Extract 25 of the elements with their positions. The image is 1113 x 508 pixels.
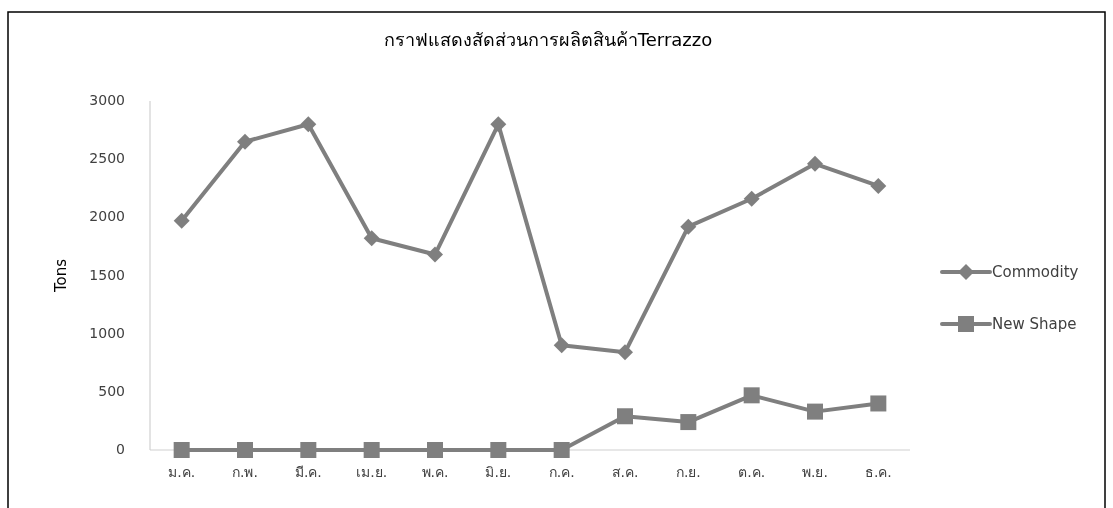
ytick: 2500 xyxy=(89,150,125,167)
xtick: เม.ย. xyxy=(356,464,388,480)
ylabel: Tons xyxy=(52,258,70,293)
ytick: 1000 xyxy=(89,324,125,341)
xtick: ก.พ. xyxy=(232,464,258,480)
ytick: 1500 xyxy=(89,266,125,283)
xtick: ม.ค. xyxy=(168,464,196,480)
legend-label: New Shape xyxy=(992,314,1077,333)
ytick: 2000 xyxy=(89,208,125,225)
ytick: 3000 xyxy=(89,92,125,108)
title: กราฟแสดงสัดส่วนการผลิตสินค้าTerrazzo xyxy=(383,29,713,50)
xtick: พ.ย. xyxy=(802,464,828,480)
ytick: 0 xyxy=(116,441,125,457)
legend-item: New Shape xyxy=(940,314,1077,333)
xtick: มิ.ย. xyxy=(485,464,512,480)
xtick: ธ.ค. xyxy=(864,464,892,480)
ytick: 500 xyxy=(98,382,125,399)
legend-item: Commodity xyxy=(940,262,1079,281)
xtick: ส.ค. xyxy=(611,464,639,480)
xtick: มี.ค. xyxy=(294,464,322,480)
xtick: ต.ค. xyxy=(738,464,766,480)
xtick: ก.ย. xyxy=(675,464,701,480)
xtick: ก.ค. xyxy=(548,464,575,480)
xtick: พ.ค. xyxy=(421,464,449,480)
legend-label: Commodity xyxy=(992,262,1079,281)
